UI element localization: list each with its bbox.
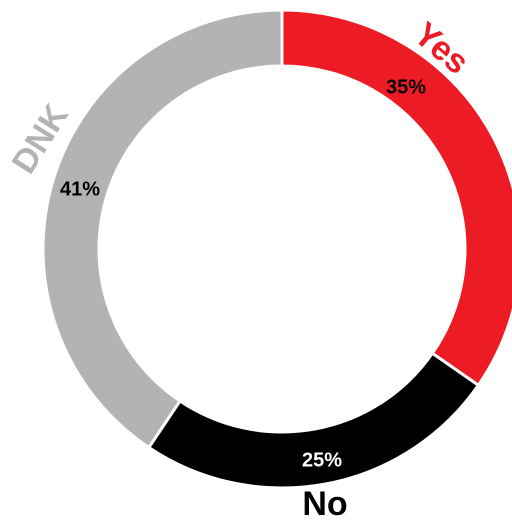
donut-segment [280,8,512,388]
value-label: 25% [302,449,342,471]
donut-segment [41,8,284,450]
value-label: 41% [60,178,100,200]
value-label: 35% [386,76,426,98]
category-label: No [302,485,347,523]
